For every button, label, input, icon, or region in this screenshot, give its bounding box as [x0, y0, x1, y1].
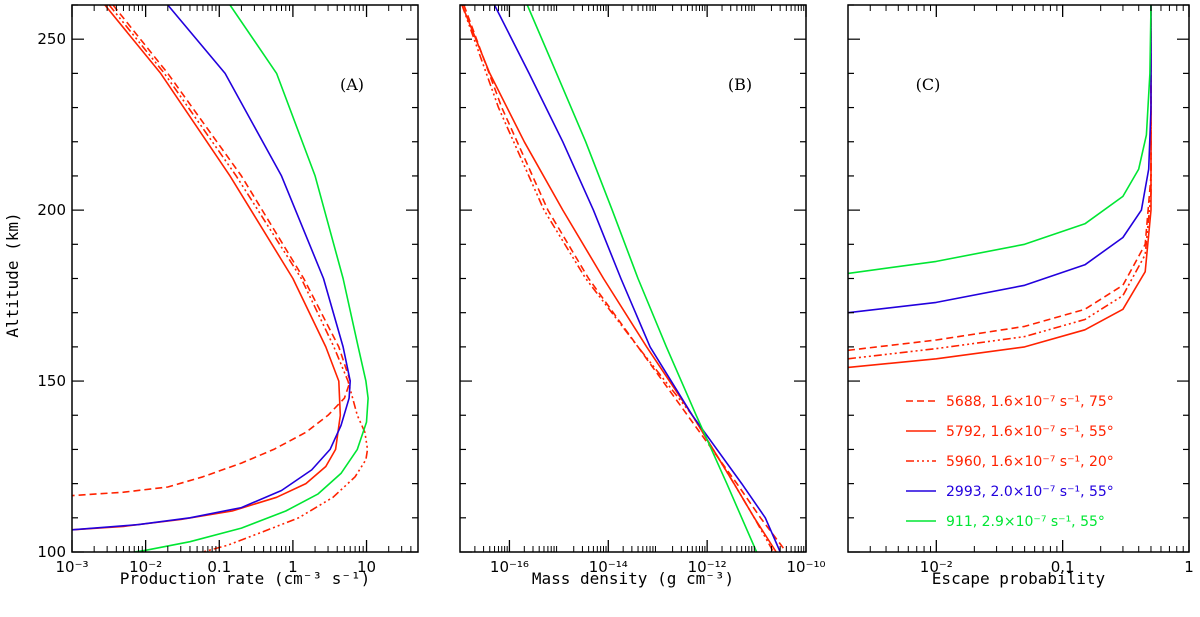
plot-frame [71, 4, 419, 553]
series-line-s5792 [72, 5, 342, 531]
series-line-s5688 [72, 5, 351, 497]
panel-b: 10⁻¹⁶ 10⁻¹⁴ 10⁻¹² 10⁻¹⁰ Mass density (g cm⁻³… [459, 4, 826, 588]
x-tick-label: 0.1 [1051, 558, 1075, 576]
y-tick-label: 150 [37, 372, 66, 390]
x-tick-label: 10⁻² [920, 558, 953, 576]
x-tick-label: 1 [1184, 558, 1194, 576]
legend: 5688, 1.6×10⁻⁷ s⁻¹, 75° 5792, 1.6×10⁻⁷ s⁻… [906, 394, 1114, 530]
y-axis-title: Altitude (km) [3, 212, 22, 337]
x-tick-label: 10⁻¹⁶ [490, 558, 529, 576]
series-line-s5960 [108, 5, 369, 552]
series-group [848, 5, 1152, 369]
legend-label-s911: 911, 2.9×10⁻⁷ s⁻¹, 55° [946, 514, 1105, 530]
series-line-s911 [134, 5, 369, 552]
legend-label-s2993: 2993, 2.0×10⁻⁷ s⁻¹, 55° [946, 484, 1114, 500]
series-group [72, 5, 369, 552]
x-axis-title: Production rate (cm⁻³ s⁻¹) [120, 569, 370, 588]
series-line-s911 [526, 5, 758, 552]
series-line-s5688 [463, 5, 787, 552]
series-group [461, 5, 787, 552]
panel-c: 10⁻² 0.1 1 Escape probability (C) [847, 4, 1194, 588]
x-tick-label: 10⁻¹⁰ [786, 558, 825, 576]
series-line-s5792 [848, 5, 1152, 369]
panel-label-b: (B) [728, 75, 752, 94]
x-tick-label: 1 [288, 558, 298, 576]
x-tick-label: 10⁻³ [55, 558, 88, 576]
series-line-s5960 [461, 5, 775, 552]
series-line-s2993 [493, 5, 781, 552]
y-tick-label: 200 [37, 201, 66, 219]
x-axis-title: Escape probability [932, 569, 1106, 588]
panel-label-a: (A) [340, 75, 364, 94]
panel-label-c: (C) [916, 75, 941, 94]
panel-a: 10⁻³ 10⁻² 0.1 1 10 100 150 200 250 Production rat… [37, 4, 419, 588]
x-tick-label: 10⁻¹⁴ [589, 558, 628, 576]
x-tick-label: 0.1 [207, 558, 231, 576]
legend-label-s5792: 5792, 1.6×10⁻⁷ s⁻¹, 55° [946, 424, 1114, 440]
series-line-s911 [848, 5, 1152, 275]
series-line-s2993 [72, 5, 351, 531]
series-line-s2993 [848, 5, 1152, 314]
plot-frame [459, 4, 807, 553]
series-line-s5688 [848, 5, 1152, 352]
x-tick-label: 10 [357, 558, 376, 576]
x-tick-label: 10⁻¹² [688, 558, 727, 576]
legend-label-s5960: 5960, 1.6×10⁻⁷ s⁻¹, 20° [946, 454, 1114, 470]
x-tick-label: 10⁻² [129, 558, 162, 576]
y-tick-label: 100 [37, 543, 66, 561]
x-axis-title: Mass density (g cm⁻³) [532, 569, 734, 588]
legend-label-s5688: 5688, 1.6×10⁻⁷ s⁻¹, 75° [946, 394, 1114, 410]
y-tick-label: 250 [37, 30, 66, 48]
series-line-s5960 [848, 5, 1152, 360]
